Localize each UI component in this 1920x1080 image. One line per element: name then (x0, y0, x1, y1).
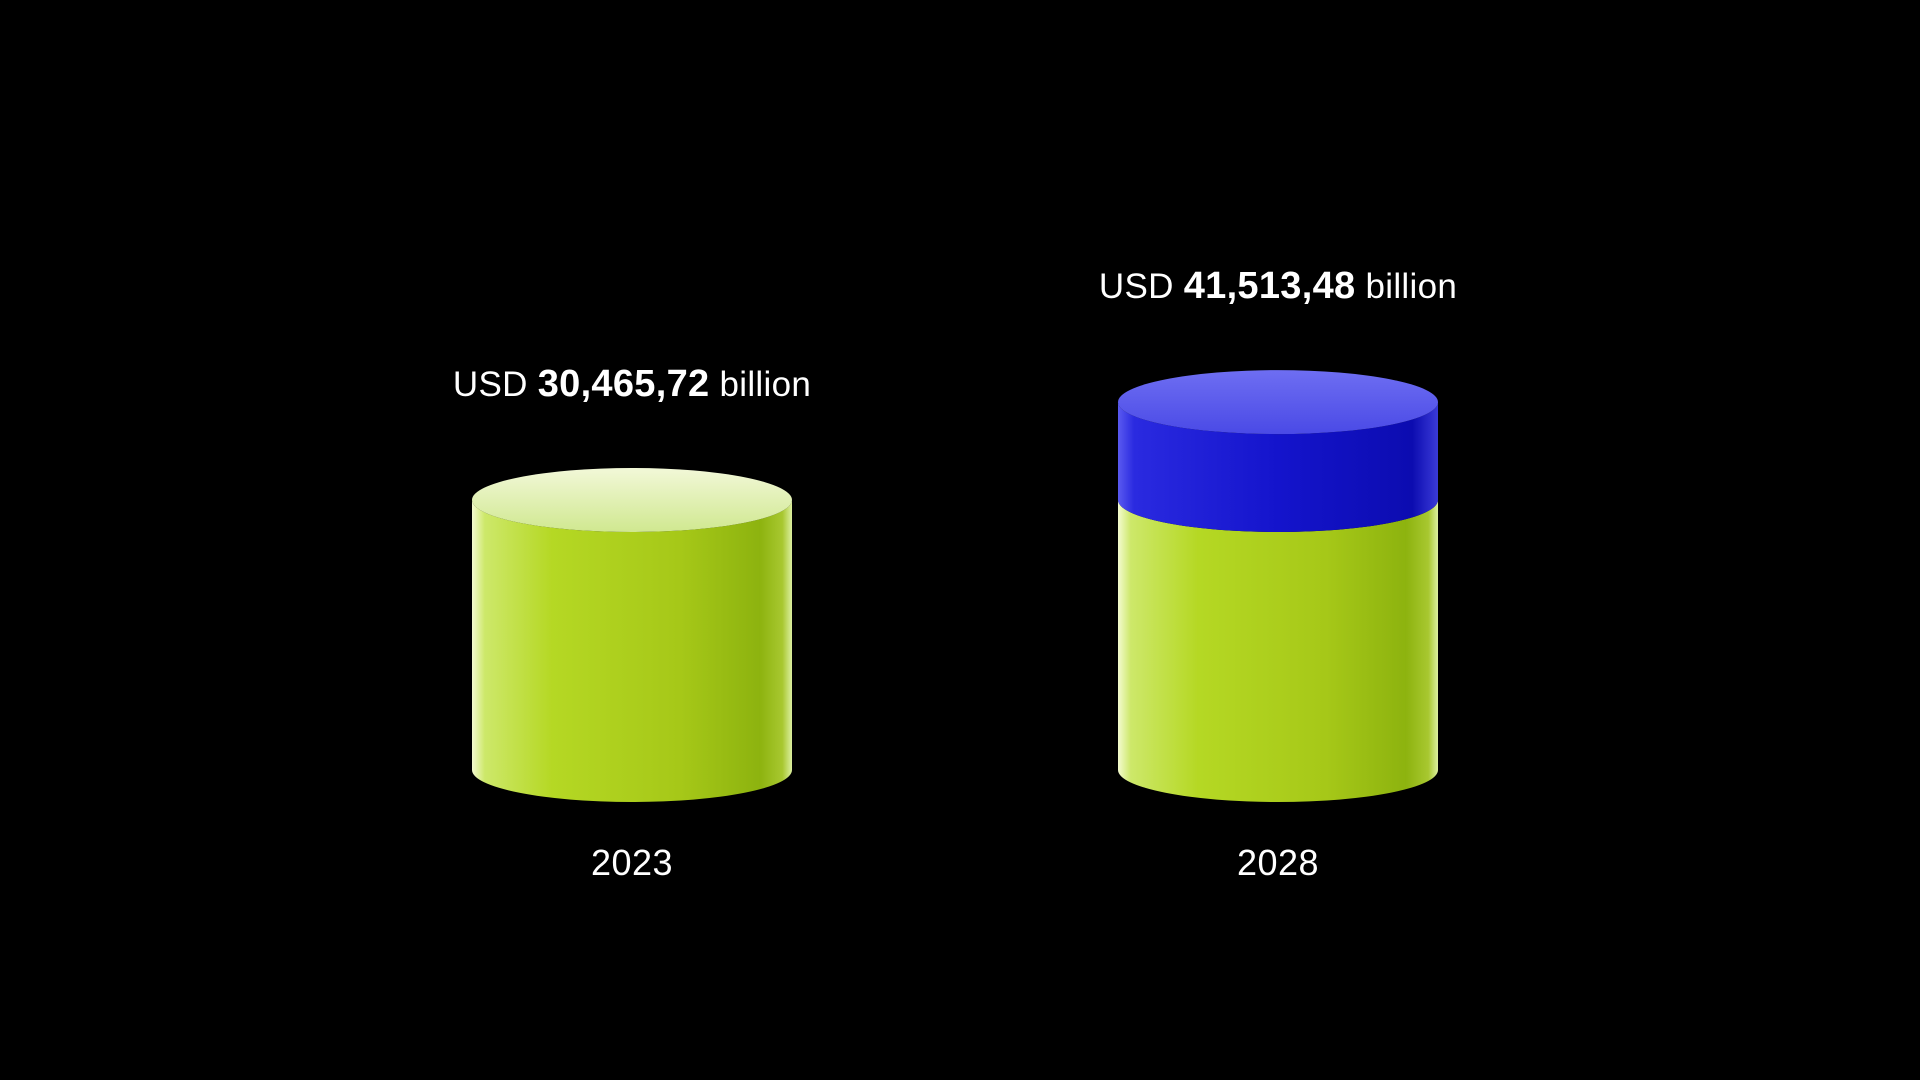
category-label-2028: 2028 (1236, 842, 1320, 883)
value-prefix: USD (1098, 267, 1174, 307)
bar-2028-segment-1 (1118, 500, 1438, 802)
value-number: 30,465,72 (537, 363, 710, 405)
bar-2023-top-cap (472, 468, 792, 532)
bar-2028-segment-2 (1118, 402, 1438, 532)
value-suffix: billion (1365, 267, 1458, 307)
category-label-2023: 2023 (590, 842, 674, 883)
value-prefix: USD (452, 365, 528, 404)
value-label-2028: USD 41,513,48 billion (1099, 265, 1457, 308)
bar-2028-top-cap (1118, 370, 1438, 435)
value-suffix: billion (719, 365, 812, 404)
value-label-2023: USD 30,465,72 billion (453, 363, 811, 406)
bar-2023-segment-1 (472, 500, 792, 802)
bars-group (472, 370, 1438, 802)
value-number: 41,513,48 (1183, 265, 1356, 308)
